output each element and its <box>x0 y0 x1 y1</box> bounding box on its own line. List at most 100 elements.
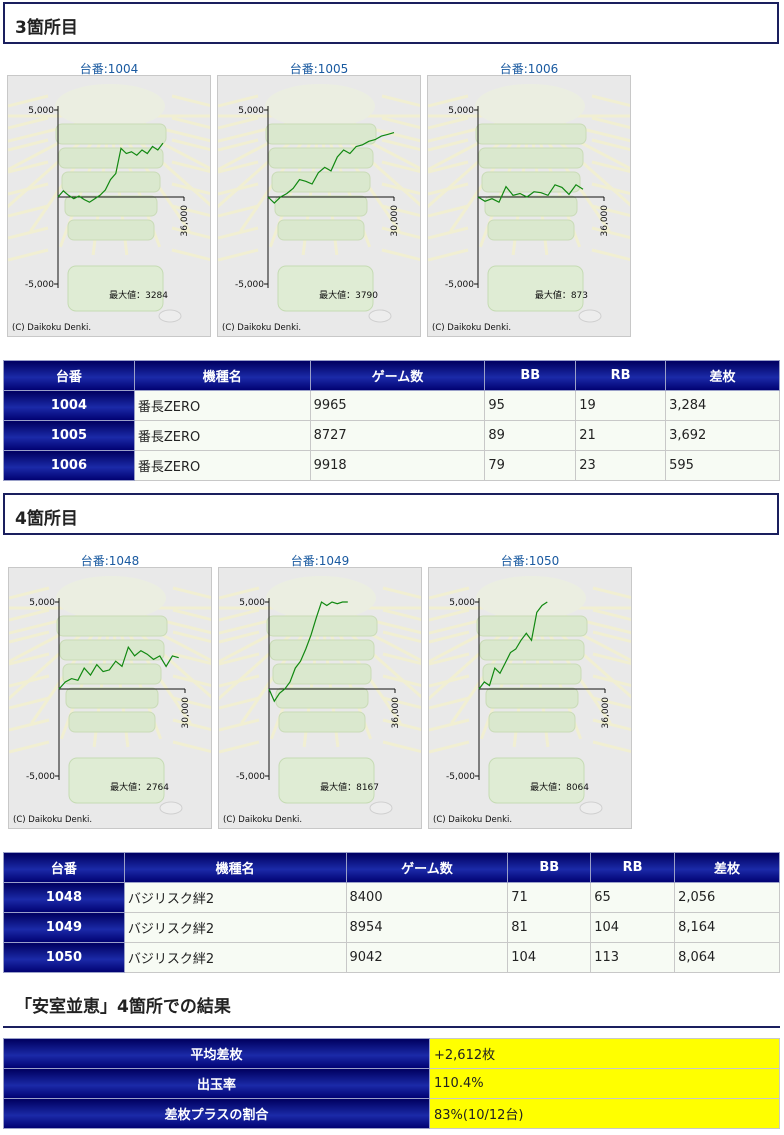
summary-label: 差枚プラスの割合 <box>3 1098 430 1129</box>
graph-panel: 5,000 -5,000 36,000 最大値：8064 (C) Daikoku Den… <box>428 567 632 829</box>
cell-games: 8727 <box>309 420 486 451</box>
summary-value: 110.4% <box>429 1068 780 1099</box>
cell-bb: 104 <box>507 942 592 973</box>
copyright-label: (C) Daikoku Denki. <box>222 323 301 333</box>
cell-bb: 81 <box>507 912 592 943</box>
background-decoration <box>218 84 420 323</box>
graph-title: 台番:1004 <box>79 62 139 76</box>
cell-model: バジリスク絆2 <box>123 942 347 973</box>
y-tick-label-bottom: -5,000 <box>235 280 264 290</box>
cell-model: バジリスク絆2 <box>123 912 347 943</box>
max-value-label: 最大値：3284 <box>109 289 168 301</box>
cell-rb: 104 <box>590 912 676 943</box>
copyright-label: (C) Daikoku Denki. <box>433 815 512 825</box>
cell-diff: 8,164 <box>674 912 780 943</box>
table-row: 1049 バジリスク絆2 8954 81 104 8,164 <box>3 912 780 943</box>
col-header-bb: BB <box>484 360 577 391</box>
cell-diff: 8,064 <box>674 942 780 973</box>
graph-1048[interactable]: 台番:1048 5,000 -5,000 30,000 最大値：2764 (C) Dai… <box>8 552 212 842</box>
y-tick-label-top: 5,000 <box>239 598 265 608</box>
cell-model: 番長ZERO <box>133 390 311 421</box>
graph-svg: 5,000 -5,000 36,000 最大値：8064 (C) Daikoku Den… <box>429 576 631 825</box>
graph-1049[interactable]: 台番:1049 5,000 -5,000 36,000 最大値：8167 (C) Dai… <box>218 552 422 842</box>
graph-svg: 5,000 -5,000 30,000 最大値：3790 (C) Daikoku Den… <box>218 84 420 333</box>
graph-title: 台番:1005 <box>289 62 349 76</box>
cell-machine-no: 1004 <box>3 390 135 421</box>
graph-row-2: 台番:1048 5,000 -5,000 30,000 最大値：2764 (C) Dai… <box>0 552 784 842</box>
graph-panel: 5,000 -5,000 30,000 最大値：2764 (C) Daikoku Den… <box>8 567 212 829</box>
summary-row: 平均差枚 +2,612枚 <box>3 1038 780 1069</box>
max-value-label: 最大値：8167 <box>320 781 379 793</box>
graph-1006[interactable]: 台番:1006 5,000 -5,000 36,000 最大値：873 (C) Daik… <box>427 60 631 350</box>
x-tick-label: 36,000 <box>600 205 610 237</box>
col-header-model: 機種名 <box>133 360 311 391</box>
graph-panel: 5,000 -5,000 36,000 最大値：3284 (C) Daikoku Den… <box>7 75 211 337</box>
cell-model: 番長ZERO <box>133 420 311 451</box>
series-line <box>268 601 348 703</box>
result-title: 「安室並恵」4箇所での結果 <box>3 988 780 1028</box>
cell-diff: 3,284 <box>665 390 780 421</box>
summary-value: 83%(10/12台) <box>429 1098 780 1129</box>
graph-panel: 5,000 -5,000 36,000 最大値：8167 (C) Daikoku Den… <box>218 567 422 829</box>
series-line <box>58 645 179 690</box>
cell-diff: 3,692 <box>665 420 780 451</box>
series-line <box>477 183 584 204</box>
cell-bb: 71 <box>507 882 592 913</box>
section-title-1: 3箇所目 <box>3 2 779 44</box>
table-header-row: 台番 機種名 ゲーム数 BB RB 差枚 <box>3 360 780 391</box>
col-header-rb: RB <box>575 360 667 391</box>
table-row: 1005 番長ZERO 8727 89 21 3,692 <box>3 420 780 451</box>
y-tick-label-bottom: -5,000 <box>25 280 54 290</box>
table-header-row: 台番 機種名 ゲーム数 BB RB 差枚 <box>3 852 780 883</box>
cell-rb: 113 <box>590 942 676 973</box>
col-header-model: 機種名 <box>123 852 347 883</box>
col-header-diff: 差枚 <box>674 852 780 883</box>
x-tick-label: 30,000 <box>390 205 400 237</box>
cell-bb: 89 <box>484 420 577 451</box>
cell-machine-no: 1005 <box>3 420 135 451</box>
cell-diff: 2,056 <box>674 882 780 913</box>
cell-bb: 95 <box>484 390 577 421</box>
y-tick-label-top: 5,000 <box>28 106 54 116</box>
graph-1050[interactable]: 台番:1050 5,000 -5,000 36,000 最大値：8064 (C) Dai… <box>428 552 632 842</box>
background-decoration <box>428 84 630 323</box>
cell-games: 8400 <box>345 882 509 913</box>
x-tick-label: 36,000 <box>601 697 611 729</box>
y-tick-label-top: 5,000 <box>238 106 264 116</box>
col-header-bb: BB <box>507 852 592 883</box>
background-decoration <box>429 576 631 815</box>
table-row: 1050 バジリスク絆2 9042 104 113 8,064 <box>3 942 780 973</box>
cell-games: 9965 <box>309 390 486 421</box>
cell-machine-no: 1049 <box>3 912 125 943</box>
background-decoration <box>9 576 211 815</box>
max-value-label: 最大値：2764 <box>110 781 169 793</box>
max-value-label: 最大値：3790 <box>319 289 378 301</box>
y-tick-label-bottom: -5,000 <box>26 772 55 782</box>
graph-1005[interactable]: 台番:1005 5,000 -5,000 30,000 最大値：3790 (C) Dai… <box>217 60 421 350</box>
graph-panel: 5,000 -5,000 30,000 最大値：3790 (C) Daikoku Den… <box>217 75 421 337</box>
cell-games: 9042 <box>345 942 509 973</box>
series-line <box>478 601 548 690</box>
graph-1004[interactable]: 台番:1004 5,000 -5,000 36,000 最大値：3284 (C) Dai… <box>7 60 211 350</box>
section-title-2: 4箇所目 <box>3 493 779 535</box>
copyright-label: (C) Daikoku Denki. <box>223 815 302 825</box>
table-row: 1006 番長ZERO 9918 79 23 595 <box>3 450 780 481</box>
col-header-games: ゲーム数 <box>345 852 509 883</box>
graph-title: 台番:1006 <box>499 62 559 76</box>
x-tick-label: 36,000 <box>180 205 190 237</box>
background-decoration <box>219 576 421 815</box>
y-tick-label-top: 5,000 <box>29 598 55 608</box>
col-header-games: ゲーム数 <box>309 360 486 391</box>
x-tick-label: 36,000 <box>391 697 401 729</box>
series-line <box>57 142 164 203</box>
col-header-diff: 差枚 <box>665 360 780 391</box>
x-tick-label: 30,000 <box>181 697 191 729</box>
cell-rb: 65 <box>590 882 676 913</box>
y-tick-label-top: 5,000 <box>448 106 474 116</box>
graph-title: 台番:1050 <box>500 554 560 568</box>
summary-row: 出玉率 110.4% <box>3 1068 780 1099</box>
cell-bb: 79 <box>484 450 577 481</box>
copyright-label: (C) Daikoku Denki. <box>432 323 511 333</box>
graph-row-1: 台番:1004 5,000 -5,000 36,000 最大値：3284 (C) Dai… <box>0 60 784 350</box>
cell-model: 番長ZERO <box>133 450 311 481</box>
